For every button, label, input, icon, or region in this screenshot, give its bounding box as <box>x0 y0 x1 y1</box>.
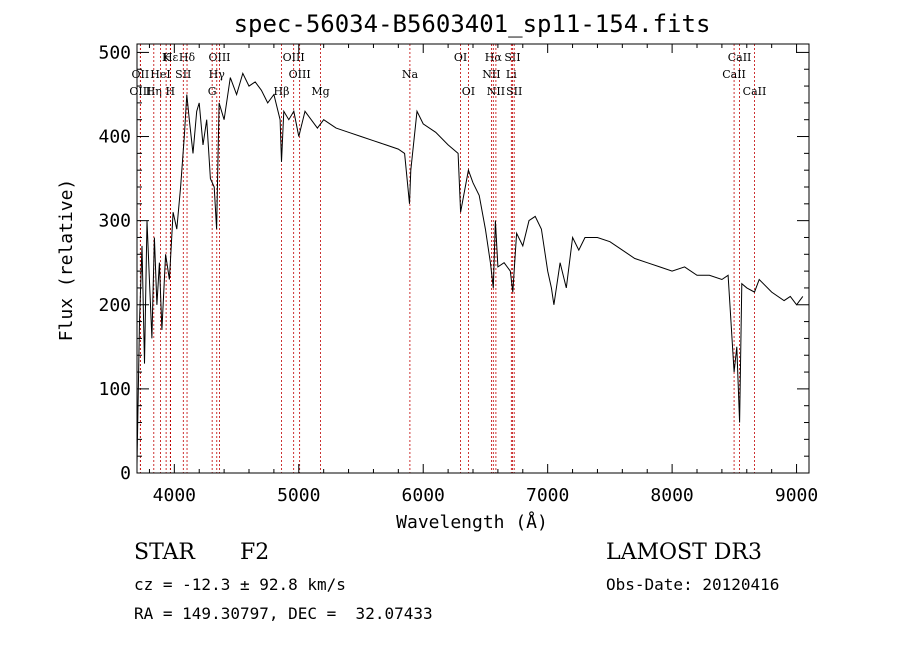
line-marker-label: H <box>166 85 176 98</box>
y-tick-label: 200 <box>98 295 131 316</box>
line-marker-label: SII <box>504 51 520 64</box>
line-marker-label: Hε <box>163 51 179 64</box>
x-tick-label: 7000 <box>526 485 569 506</box>
line-marker-label: HeI <box>150 68 170 81</box>
line-marker-label: Hα <box>485 51 503 64</box>
line-marker-label: OIII <box>289 68 311 81</box>
axis-ticks: 4000 5000 6000 7000 8000 9000 0 100 200 300 400 500 <box>98 42 818 506</box>
line-marker-label: CaII <box>743 85 767 98</box>
line-marker-label: OI <box>462 85 475 98</box>
chart-title: spec-56034-B5603401_sp11-154.fits <box>234 10 711 38</box>
survey-name: LAMOST DR3 <box>606 540 762 565</box>
x-tick-label: 9000 <box>775 485 818 506</box>
y-tick-label: 100 <box>98 379 131 400</box>
y-axis-label: Flux (relative) <box>56 179 77 342</box>
x-tick-label: 4000 <box>153 485 196 506</box>
line-marker-label: CaII <box>722 68 746 81</box>
plot-frame <box>136 43 810 474</box>
line-marker-label: Hβ <box>274 85 290 98</box>
object-type: STAR <box>134 540 195 565</box>
x-tick-label: 8000 <box>650 485 693 506</box>
line-marker-label: Na <box>402 68 419 81</box>
line-marker-label: Hγ <box>209 68 226 81</box>
line-marker-label: NII <box>487 85 505 98</box>
y-tick-label: 500 <box>98 42 131 63</box>
line-marker-label: Hδ <box>179 51 196 64</box>
line-marker-label: CaII <box>728 51 752 64</box>
spectral-subclass: F2 <box>240 540 270 565</box>
line-marker-label: Hη <box>146 85 162 98</box>
line-marker-label: OIII <box>283 51 305 64</box>
line-marker-label: OII <box>132 68 150 81</box>
x-tick-label: 5000 <box>277 485 320 506</box>
line-marker-label: OIII <box>208 51 230 64</box>
coordinates: RA = 149.30797, DEC = 32.07433 <box>134 604 433 623</box>
redshift-velocity: cz = -12.3 ± 92.8 km/s <box>134 575 346 594</box>
line-marker-label: Li <box>506 68 517 81</box>
spectrum-line <box>136 72 804 465</box>
line-marker-label: OI <box>454 51 467 64</box>
line-marker-label: G <box>208 85 217 98</box>
x-tick-label: 6000 <box>402 485 445 506</box>
y-tick-label: 400 <box>98 127 131 148</box>
line-marker-label: NII <box>482 68 500 81</box>
line-marker-label: SII <box>175 68 191 81</box>
line-marker-label: OIII <box>129 85 151 98</box>
line-marker-label: K <box>162 51 171 64</box>
line-marker-label: SII <box>506 85 522 98</box>
spectrum-chart: spec-56034-B5603401_sp11-154.fits Hδ OII O… <box>56 10 818 533</box>
x-axis-label: Wavelength (Å) <box>396 511 548 533</box>
y-tick-label: 300 <box>98 211 131 232</box>
line-marker-label: Mg <box>311 85 329 98</box>
observation-date: Obs-Date: 20120416 <box>606 575 780 594</box>
y-tick-label: 0 <box>120 463 131 484</box>
